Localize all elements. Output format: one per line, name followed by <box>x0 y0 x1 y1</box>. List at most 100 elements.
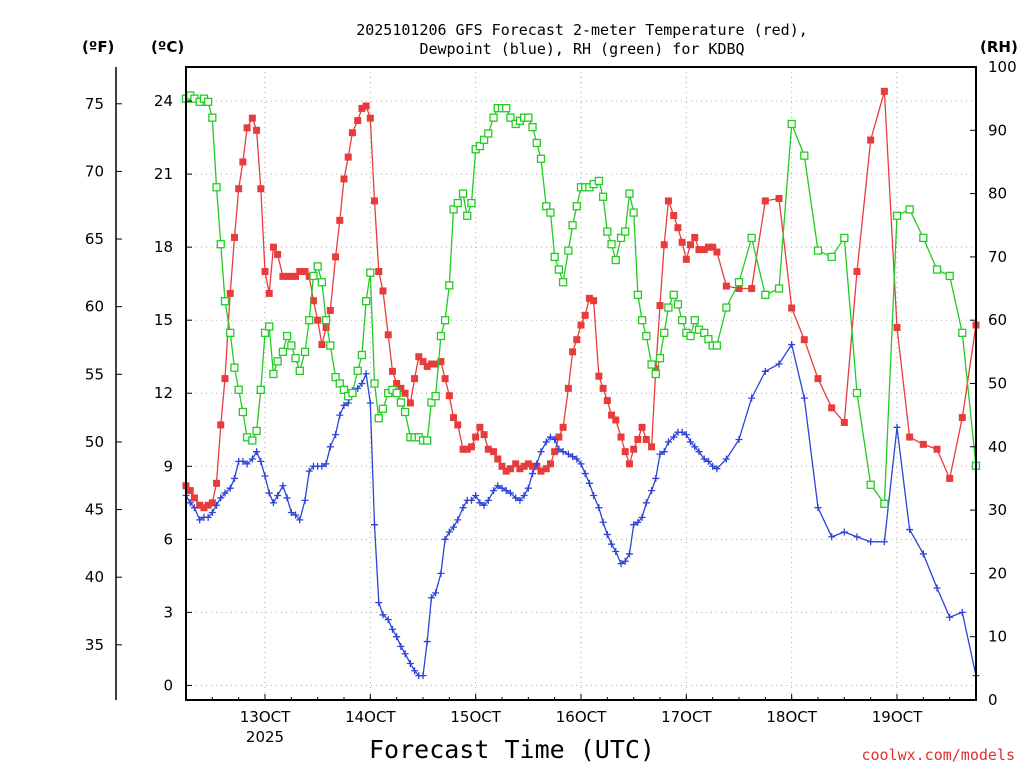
dewpoint-point <box>322 460 330 468</box>
dewpoint-point <box>520 491 528 499</box>
temperature-point <box>269 243 277 251</box>
rh-point <box>655 354 665 363</box>
rh-point <box>305 316 314 325</box>
dewpoint-point <box>537 448 545 456</box>
temperature-point <box>296 268 304 276</box>
rh-point <box>256 385 265 394</box>
temperature-point <box>906 433 914 441</box>
rh-point <box>629 208 638 217</box>
rh-point <box>603 227 612 236</box>
dewpoint-point <box>445 528 453 536</box>
temperature-point <box>279 272 287 280</box>
temperature-point <box>326 306 334 314</box>
rh-point <box>463 211 472 220</box>
temperature-point <box>700 246 708 254</box>
rh-point <box>392 388 401 398</box>
rh-point <box>291 354 300 363</box>
temperature-point <box>687 241 695 249</box>
rh-point <box>892 211 902 220</box>
rh-point <box>216 240 225 249</box>
rh-point <box>339 385 349 394</box>
rh-point <box>905 205 914 214</box>
temperature-point <box>735 285 743 293</box>
temperature-point <box>393 380 401 387</box>
dewpoint-point <box>617 560 625 568</box>
temperature-point <box>358 104 366 112</box>
dewpoint-point <box>800 394 808 402</box>
dewpoint-point <box>301 496 309 504</box>
dewpoint-point <box>630 521 638 529</box>
dewpoint-point <box>190 504 198 512</box>
rh-point <box>550 252 559 262</box>
temperature-point <box>437 358 445 366</box>
temperature-point <box>450 414 458 422</box>
plot-frame <box>185 66 977 701</box>
rh-point <box>625 189 634 198</box>
dewpoint-point <box>638 513 646 521</box>
dewpoint-point <box>828 533 836 541</box>
dewpoint-point <box>524 484 532 492</box>
rh-point <box>220 297 230 306</box>
rh-point <box>212 183 221 192</box>
rh-unit-label: (RH) <box>980 38 1018 56</box>
dewpoint-point <box>853 533 861 541</box>
temperature-point <box>691 233 699 241</box>
rh-point <box>396 398 406 407</box>
dewpoint-point <box>243 460 251 468</box>
rh-point <box>489 113 498 122</box>
temperature-point <box>322 324 330 332</box>
temperature-point <box>362 102 370 110</box>
fahrenheit-tick-label: 75 <box>85 95 104 113</box>
dewpoint-point <box>678 428 686 436</box>
rh-point <box>313 262 322 271</box>
rh-point <box>633 290 643 300</box>
dewpoint-point <box>761 367 769 375</box>
dewpoint-point <box>529 470 537 478</box>
temperature-point <box>529 462 537 470</box>
dewpoint-point <box>186 499 194 507</box>
dewpoint-point <box>274 491 282 499</box>
dewpoint-point <box>621 557 629 565</box>
rh-point <box>880 499 889 508</box>
dewpoint-point <box>437 569 445 577</box>
dewpoint-point <box>484 496 492 504</box>
temperature-point <box>366 114 374 122</box>
x-tick-label: 18OCT <box>766 708 817 726</box>
dewpoint-point <box>664 438 672 446</box>
fahrenheit-tick-label: 55 <box>85 365 104 383</box>
axes: 0 3 6 9 12 15 18 21 24 35 40 45 50 55 60 65 70 75 0 10 20 30 4… <box>85 58 1017 726</box>
temperature-point <box>208 499 216 507</box>
dewpoint-point <box>354 384 362 392</box>
rh-point <box>594 176 604 186</box>
temperature-point <box>230 233 238 241</box>
dewpoint-point <box>660 448 668 456</box>
temperature-point <box>226 289 234 297</box>
celsius-tick-label: 3 <box>163 603 173 621</box>
rh-point <box>265 322 274 331</box>
rh-point <box>572 202 581 211</box>
temperature-point <box>946 474 954 482</box>
temperature-point <box>520 462 528 470</box>
dewpoint-point <box>454 516 462 524</box>
dewpoint-point <box>257 457 265 465</box>
dewpoint-point <box>476 499 484 507</box>
temperature-point <box>722 282 730 290</box>
rh-point <box>958 328 967 338</box>
temperature-point <box>332 253 340 261</box>
rh-point <box>273 357 282 366</box>
dewpoint-point <box>542 438 550 446</box>
rh-point <box>800 151 809 160</box>
dewpoint-series-line <box>185 342 977 677</box>
rh-tick-label: 20 <box>988 564 1007 582</box>
dewpoint-point <box>880 538 888 546</box>
rh-point <box>524 113 533 122</box>
temperature-point <box>287 272 295 280</box>
dewpoint-point <box>248 455 256 463</box>
temperature-point <box>213 479 221 487</box>
rh-point <box>616 233 626 243</box>
dewpoint-point <box>318 462 326 470</box>
rh-point <box>532 138 541 148</box>
dewpoint-point <box>305 467 313 475</box>
temperature-point <box>309 297 317 305</box>
temperature-point <box>656 302 664 310</box>
